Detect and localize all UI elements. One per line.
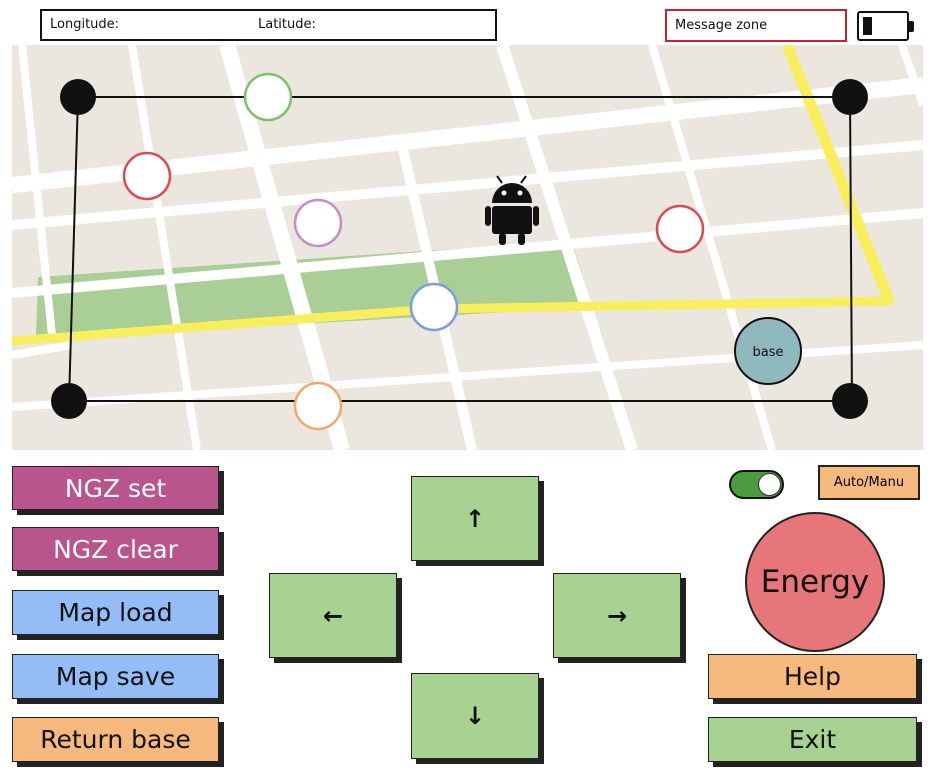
battery-icon [857,11,914,41]
android-robot-icon[interactable] [485,175,539,245]
longitude-label: Longitude: [50,17,120,32]
ngz-clear-button[interactable]: NGZ clear [12,527,219,571]
road-network [12,45,923,450]
waypoint-marker[interactable] [409,282,459,332]
waypoint-marker[interactable] [293,198,343,248]
corner-marker[interactable] [832,383,868,419]
battery-level [863,17,872,35]
corner-marker[interactable] [51,383,87,419]
move-down-button[interactable]: ↓ [411,673,539,759]
message-zone: Message zone [665,9,847,42]
energy-button[interactable]: Energy [745,512,885,652]
coordinates-panel: Longitude: Latitude: [40,9,497,41]
auto-manual-toggle[interactable] [729,470,784,499]
latitude-label: Latitude: [258,17,316,32]
message-zone-text: Message zone [675,18,768,33]
base-marker[interactable] [734,317,802,385]
toggle-knob [758,473,781,496]
waypoint-marker[interactable] [122,151,172,201]
corner-marker[interactable] [60,79,96,115]
waypoint-marker[interactable] [655,204,705,254]
return-base-button[interactable]: Return base [12,717,219,762]
corner-marker[interactable] [832,79,868,115]
waypoint-marker[interactable] [243,72,293,122]
map-save-button[interactable]: Map save [12,654,219,699]
move-up-button[interactable]: ↑ [411,476,539,561]
auto-manu-button[interactable]: Auto/Manu [818,465,920,500]
move-left-button[interactable]: ← [269,573,397,658]
map-view[interactable]: base [12,45,923,450]
battery-cap [909,21,914,32]
ngz-set-button[interactable]: NGZ set [12,466,219,510]
base-label: base [753,345,784,360]
exit-button[interactable]: Exit [708,717,917,762]
waypoint-marker[interactable] [293,381,343,431]
map-canvas[interactable]: base [12,45,923,450]
move-right-button[interactable]: → [553,573,681,658]
map-load-button[interactable]: Map load [12,590,219,635]
help-button[interactable]: Help [708,654,917,699]
